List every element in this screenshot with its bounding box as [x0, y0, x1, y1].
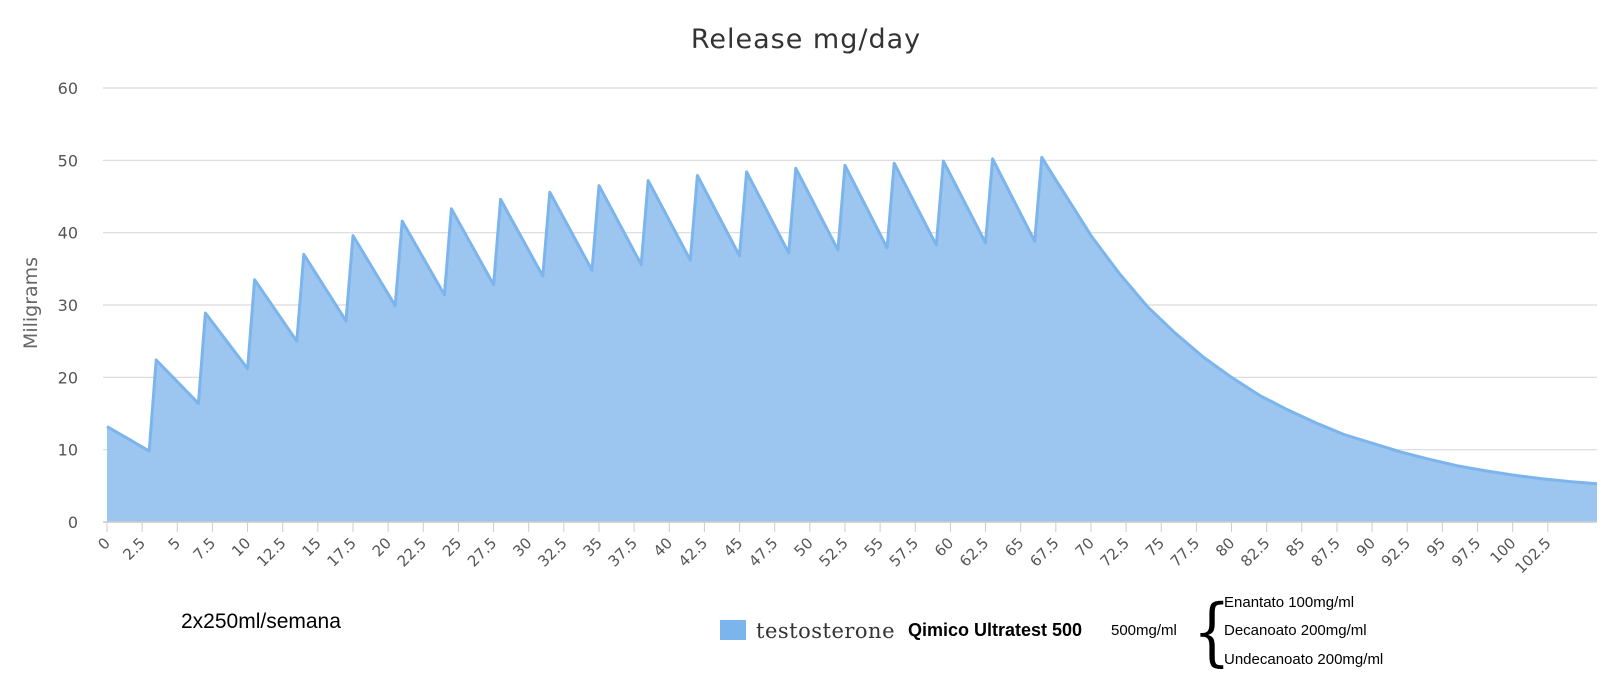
x-tick-label: 77.5: [1167, 534, 1203, 570]
x-tick-label: 47.5: [745, 534, 781, 570]
x-tick-label: 20: [369, 534, 395, 560]
x-tick-label: 67.5: [1026, 534, 1062, 570]
x-tick-label: 27.5: [464, 534, 500, 570]
x-tick-label: 22.5: [394, 534, 430, 570]
x-tick-label: 12.5: [253, 534, 289, 570]
dose-note: 2x250ml/semana: [181, 610, 341, 633]
y-tick-label: 60: [58, 79, 78, 98]
ester-item: Enantato 100mg/ml: [1224, 594, 1355, 611]
x-tick-label: 17.5: [323, 534, 359, 570]
x-tick-label: 65: [1001, 534, 1027, 560]
y-axis-ticks: 0 10 20 30 40 50 60: [58, 79, 78, 532]
x-tick-label: 10: [228, 534, 254, 560]
x-tick-label: 90: [1353, 534, 1379, 560]
x-tick-label: 37.5: [605, 534, 641, 570]
x-tick-label: 0: [94, 534, 113, 553]
legend-item-testosterone[interactable]: testosterone: [756, 619, 896, 643]
x-tick-label: 52.5: [815, 534, 851, 570]
y-tick-label: 10: [58, 441, 78, 460]
ester-item: Decanoato 200mg/ml: [1224, 622, 1367, 639]
product-name: Qimico Ultratest 500: [908, 620, 1083, 640]
x-tick-label: 85: [1282, 534, 1308, 560]
x-tick-label: 97.5: [1448, 534, 1484, 570]
plot-area: [106, 155, 1598, 522]
x-tick-label: 62.5: [956, 534, 992, 570]
x-tick-label: 82.5: [1237, 534, 1273, 570]
x-tick-label: 35: [580, 534, 606, 560]
x-tick-label: 45: [720, 534, 746, 560]
x-tick-label: 92.5: [1378, 534, 1414, 570]
x-tick-label: 57.5: [886, 534, 922, 570]
ester-brace: {: [1193, 589, 1231, 675]
product-concentration: 500mg/ml: [1111, 622, 1177, 639]
x-tick-label: 15: [298, 534, 324, 560]
x-tick-label: 50: [790, 534, 816, 560]
x-tick-label: 80: [1212, 534, 1238, 560]
x-tick-label: 40: [650, 534, 676, 560]
x-tick-label: 32.5: [534, 534, 570, 570]
x-tick-label: 7.5: [190, 534, 220, 564]
x-tick-label: 102.5: [1512, 534, 1555, 577]
x-tick-label: 55: [861, 534, 887, 560]
x-tick-label: 95: [1423, 534, 1449, 560]
legend-swatch-testosterone[interactable]: [720, 620, 746, 640]
x-tick-label: 72.5: [1097, 534, 1133, 570]
x-tick-label: 87.5: [1307, 534, 1343, 570]
x-tick-label: 42.5: [675, 534, 711, 570]
x-tick-label: 30: [509, 534, 535, 560]
x-tick-label: 25: [439, 534, 465, 560]
y-tick-label: 50: [58, 151, 78, 170]
series-area-fill: [107, 157, 1597, 522]
ester-item: Undecanoato 200mg/ml: [1224, 651, 1384, 668]
series-line: [106, 155, 1598, 486]
y-tick-label: 30: [58, 296, 78, 315]
y-axis-label: Miligrams: [20, 257, 42, 349]
x-tick-label: 2.5: [119, 534, 149, 564]
x-tick-label: 60: [931, 534, 957, 560]
y-tick-label: 20: [58, 368, 78, 387]
x-tick-label: 70: [1072, 534, 1098, 560]
y-tick-label: 0: [68, 513, 78, 532]
x-tick-label: 5: [165, 534, 184, 553]
y-tick-label: 40: [58, 224, 78, 243]
x-tick-label: 75: [1142, 534, 1168, 560]
chart-title: Release mg/day: [691, 24, 921, 55]
